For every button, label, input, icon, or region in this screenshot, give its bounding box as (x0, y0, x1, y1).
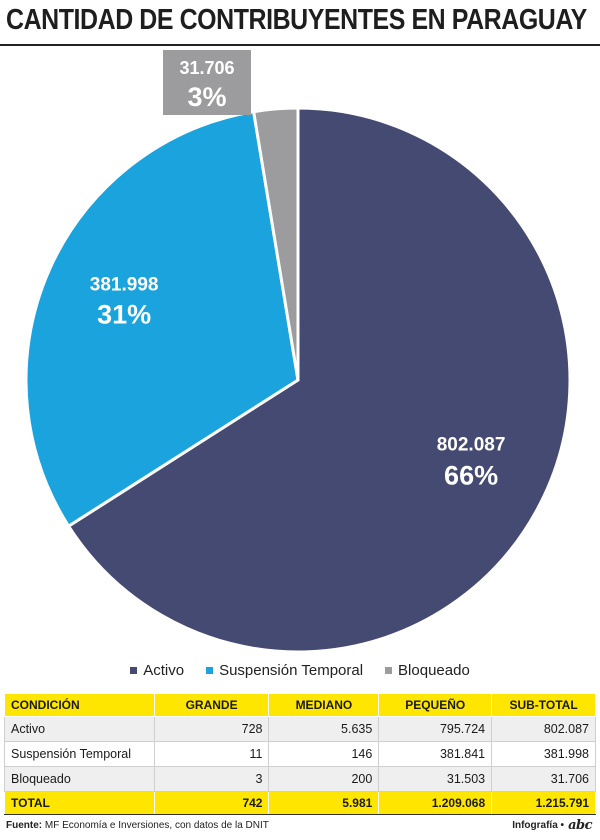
cell-subtotal: 31.706 (491, 766, 596, 792)
table-row: Bloqueado 3 200 31.503 31.706 (4, 766, 596, 792)
cell-pequeno: 795.724 (378, 716, 493, 742)
data-label-activo-value: 802.087 (437, 434, 506, 455)
pie-slice-activo (66, 106, 572, 654)
cell-mediano: 200 (268, 766, 380, 792)
cell-grande: 728 (153, 716, 270, 742)
cell-condicion: Activo (4, 716, 155, 742)
cell-condicion: Suspensión Temporal (4, 741, 155, 767)
page-title: CANTIDAD DE CONTRIBUYENTES EN PARAGUAY (6, 4, 587, 36)
header-grande: GRANDE (153, 693, 270, 717)
legend-label-suspension: Suspensión Temporal (219, 662, 364, 679)
cell-pequeno: 31.503 (378, 766, 493, 792)
chart-legend: Activo Suspensión Temporal Bloqueado (0, 662, 600, 679)
data-label-bloqueado-value: 31.706 (179, 58, 234, 78)
cell-condicion: Bloqueado (4, 766, 155, 792)
total-label: TOTAL (4, 791, 155, 815)
source-text: MF Economía e Inversiones, con datos de … (42, 820, 269, 831)
data-label-bloqueado-box (163, 50, 251, 115)
cell-mediano: 5.635 (268, 716, 380, 742)
cell-subtotal: 802.087 (491, 716, 596, 742)
header-pequeno: PEQUEÑO (378, 693, 493, 717)
data-label-activo-percent: 66% (444, 460, 498, 490)
footer-divider (4, 814, 596, 815)
table-row: Activo 728 5.635 795.724 802.087 (4, 716, 596, 742)
cell-grande: 11 (153, 741, 270, 767)
cell-subtotal: 381.998 (491, 741, 596, 767)
total-mediano: 5.981 (268, 791, 380, 815)
source-note: Fuente: MF Economía e Inversiones, con d… (6, 820, 269, 831)
legend-swatch-suspension (206, 667, 214, 674)
cell-grande: 3 (153, 766, 270, 792)
abc-logo: abc (568, 818, 592, 833)
pie-slice-suspension (24, 109, 300, 529)
data-label-bloqueado-percent: 3% (187, 82, 226, 112)
table-row: Suspensión Temporal 11 146 381.841 381.9… (4, 741, 596, 767)
total-pequeno: 1.209.068 (378, 791, 493, 815)
title-divider (0, 44, 600, 46)
legend-label-activo: Activo (143, 662, 185, 679)
data-label-suspension-value: 381.998 (90, 274, 159, 295)
credit-label: Infografía • (512, 820, 565, 831)
total-subtotal: 1.215.791 (491, 791, 596, 815)
legend-item-suspension: Suspensión Temporal (206, 662, 363, 679)
pie-slice-bloqueado (251, 106, 300, 381)
pie-chart: 802.087 66% 381.998 31% 31.706 3% (24, 50, 572, 654)
data-table: CONDICIÓN GRANDE MEDIANO PEQUEÑO SUB-TOT… (4, 693, 596, 815)
legend-item-activo: Activo (130, 662, 184, 679)
total-grande: 742 (153, 791, 270, 815)
legend-label-bloqueado: Bloqueado (398, 662, 470, 679)
legend-swatch-activo (130, 667, 138, 674)
header-subtotal: SUB-TOTAL (491, 693, 596, 717)
header-condicion: CONDICIÓN (4, 693, 155, 717)
table-header-row: CONDICIÓN GRANDE MEDIANO PEQUEÑO SUB-TOT… (4, 693, 596, 717)
credit: Infografía • abc (512, 818, 592, 833)
legend-item-bloqueado: Bloqueado (385, 662, 470, 679)
data-label-suspension-percent: 31% (97, 299, 151, 329)
cell-pequeno: 381.841 (378, 741, 493, 767)
header-mediano: MEDIANO (268, 693, 380, 717)
cell-mediano: 146 (268, 741, 380, 767)
source-label: Fuente: (6, 820, 43, 831)
legend-swatch-bloqueado (385, 667, 393, 674)
table-total-row: TOTAL 742 5.981 1.209.068 1.215.791 (4, 791, 596, 815)
